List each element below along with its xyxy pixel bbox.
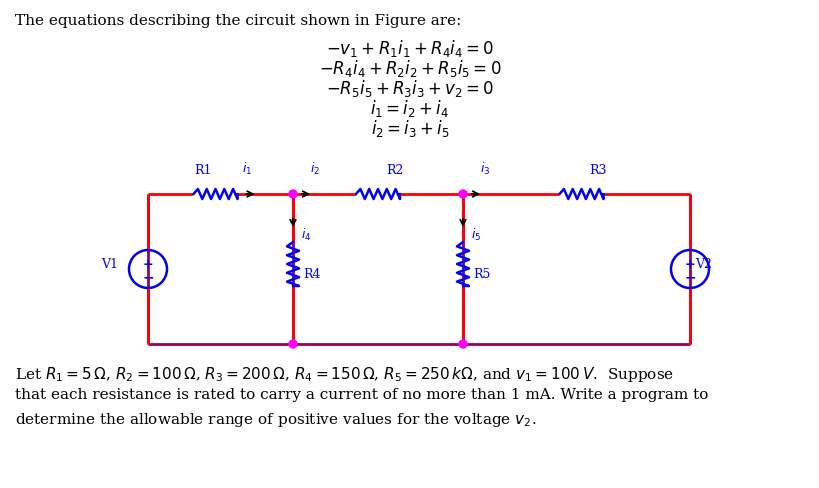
Text: $-v_1 + R_1i_1 + R_4i_4 = 0$: $-v_1 + R_1i_1 + R_4i_4 = 0$ <box>325 38 494 59</box>
Text: V2: V2 <box>695 258 711 271</box>
Text: $i_1$: $i_1$ <box>242 161 252 177</box>
Text: $i_5$: $i_5$ <box>470 226 481 243</box>
Text: −: − <box>142 269 154 284</box>
Text: $i_2$: $i_2$ <box>310 161 319 177</box>
Circle shape <box>288 191 296 199</box>
Text: +: + <box>143 257 153 270</box>
Circle shape <box>459 340 467 348</box>
Text: Let $R_1 = 5\,\Omega$, $R_2 = 100\,\Omega$, $R_3 = 200\,\Omega$, $R_4 = 150\,\Om: Let $R_1 = 5\,\Omega$, $R_2 = 100\,\Omeg… <box>15 364 673 383</box>
Text: $-R_5i_5 + R_3i_3 + v_2 = 0$: $-R_5i_5 + R_3i_3 + v_2 = 0$ <box>325 78 494 99</box>
Text: $-R_4i_4 + R_2i_2 + R_5i_5 = 0$: $-R_4i_4 + R_2i_2 + R_5i_5 = 0$ <box>319 58 500 79</box>
Text: that each resistance is rated to carry a current of no more than 1 mA. Write a p: that each resistance is rated to carry a… <box>15 387 708 401</box>
Text: V1: V1 <box>101 258 118 271</box>
Text: $i_1 = i_2 + i_4$: $i_1 = i_2 + i_4$ <box>370 98 449 119</box>
Text: R4: R4 <box>303 268 320 281</box>
Text: −: − <box>683 269 695 284</box>
Text: R3: R3 <box>589 163 606 177</box>
Text: R5: R5 <box>473 268 490 281</box>
Text: R1: R1 <box>195 163 212 177</box>
Text: +: + <box>684 257 695 270</box>
Circle shape <box>459 191 467 199</box>
Text: $i_3$: $i_3$ <box>479 161 490 177</box>
Text: The equations describing the circuit shown in Figure are:: The equations describing the circuit sho… <box>15 14 461 28</box>
Text: R2: R2 <box>386 163 403 177</box>
Text: determine the allowable range of positive values for the voltage $v_2$.: determine the allowable range of positiv… <box>15 410 536 428</box>
Text: $i_4$: $i_4$ <box>301 226 311 243</box>
Text: $i_2 = i_3 + i_5$: $i_2 = i_3 + i_5$ <box>370 118 449 139</box>
Circle shape <box>288 340 296 348</box>
